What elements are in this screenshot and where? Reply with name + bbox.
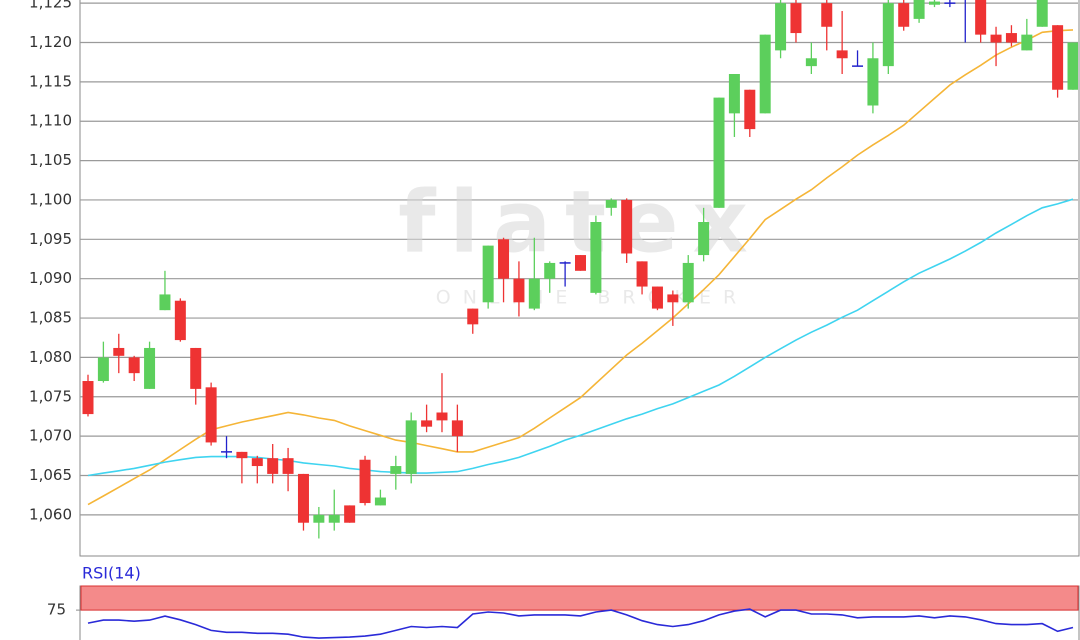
y-tick-label: 75 <box>47 601 66 619</box>
y-tick-label: 1,095 <box>29 230 72 248</box>
candle-body <box>651 286 663 309</box>
rsi-panel: 75 <box>47 585 1080 640</box>
moving-average-line <box>87 29 1074 506</box>
candle-body <box>267 458 279 474</box>
candle-body <box>297 473 309 523</box>
y-tick-label: 1,060 <box>29 505 72 523</box>
candle-body <box>744 89 756 130</box>
candle-body <box>821 3 833 27</box>
candle-body <box>698 222 710 256</box>
candle-body <box>159 294 171 311</box>
y-tick-label: 1,115 <box>29 72 72 90</box>
candle-body <box>1021 34 1033 51</box>
candle-body <box>328 514 340 523</box>
y-tick-label: 1,100 <box>29 190 72 208</box>
y-tick-label: 1,070 <box>29 427 72 445</box>
candle-body <box>451 420 463 437</box>
candle-body <box>759 34 771 114</box>
y-tick-label: 1,085 <box>29 309 72 327</box>
rsi-title: RSI(14) <box>82 564 141 583</box>
candle-body <box>805 58 817 67</box>
candle-body <box>544 262 556 279</box>
candle-body <box>144 347 156 389</box>
y-tick-label: 1,120 <box>29 33 72 51</box>
candle-body <box>313 514 325 523</box>
y-tick-label: 1,105 <box>29 151 72 169</box>
candle-body <box>97 357 109 382</box>
candle-body <box>174 300 186 341</box>
candle-body <box>482 245 494 303</box>
candle-body <box>621 199 633 254</box>
candle-body <box>421 420 433 427</box>
candle-body <box>467 308 479 325</box>
rsi-line <box>87 608 1074 639</box>
moving-average-line <box>87 198 1074 477</box>
candle-body <box>405 420 417 474</box>
candle-body <box>682 262 694 303</box>
candle-body <box>913 0 925 19</box>
candle-body <box>867 58 879 106</box>
candle-body <box>82 381 94 415</box>
watermark-logo: flatex <box>398 172 762 272</box>
candle-body <box>882 3 894 67</box>
watermark: flatex ONLINE BROKER <box>398 172 762 308</box>
candle-body <box>513 278 525 303</box>
candle-body <box>359 459 371 504</box>
candle-body <box>236 451 248 459</box>
y-tick-label: 1,090 <box>29 269 72 287</box>
candle-body <box>728 74 740 114</box>
y-tick-label: 1,080 <box>29 348 72 366</box>
candle-body <box>374 497 386 506</box>
y-tick-label: 1,075 <box>29 387 72 405</box>
rsi-series <box>87 608 1074 639</box>
candle-body <box>390 466 402 474</box>
candle-body <box>498 239 510 279</box>
candle-body <box>528 278 540 309</box>
candle-body <box>713 97 725 208</box>
candle-body <box>605 199 617 208</box>
candle-body <box>113 347 125 356</box>
y-tick-label: 1,125 <box>29 0 72 12</box>
candle-body <box>667 294 679 303</box>
candle-body <box>836 50 848 59</box>
candle-body <box>251 458 263 467</box>
price-plot <box>82 0 1078 539</box>
y-axis: 1,060 1,065 1,070 1,075 1,080 1,085 1,090 1,095… <box>29 0 72 523</box>
candle-body <box>205 387 217 443</box>
y-tick-label: 1,065 <box>29 466 72 484</box>
candle-body <box>436 412 448 421</box>
candle-body <box>344 505 356 523</box>
candle-body <box>775 3 787 51</box>
candle-body <box>928 1 940 5</box>
candle-body <box>190 347 202 389</box>
candle-body <box>575 255 586 271</box>
candle-body <box>990 34 1002 43</box>
candle-body <box>1052 25 1064 90</box>
candle-body <box>790 3 802 34</box>
candle-body <box>282 458 294 474</box>
overbought-band <box>80 585 1079 611</box>
candle-body <box>636 261 648 287</box>
candle-body <box>898 3 910 27</box>
candle-body <box>975 0 987 35</box>
price-plot-area <box>79 0 1080 557</box>
candle-body <box>1067 42 1078 90</box>
grid <box>80 2 1078 516</box>
candle-body <box>1036 0 1048 27</box>
candle-body <box>590 222 602 293</box>
y-tick-label: 1,110 <box>29 112 72 130</box>
candle-body <box>128 357 140 374</box>
candle-body <box>1005 33 1017 43</box>
